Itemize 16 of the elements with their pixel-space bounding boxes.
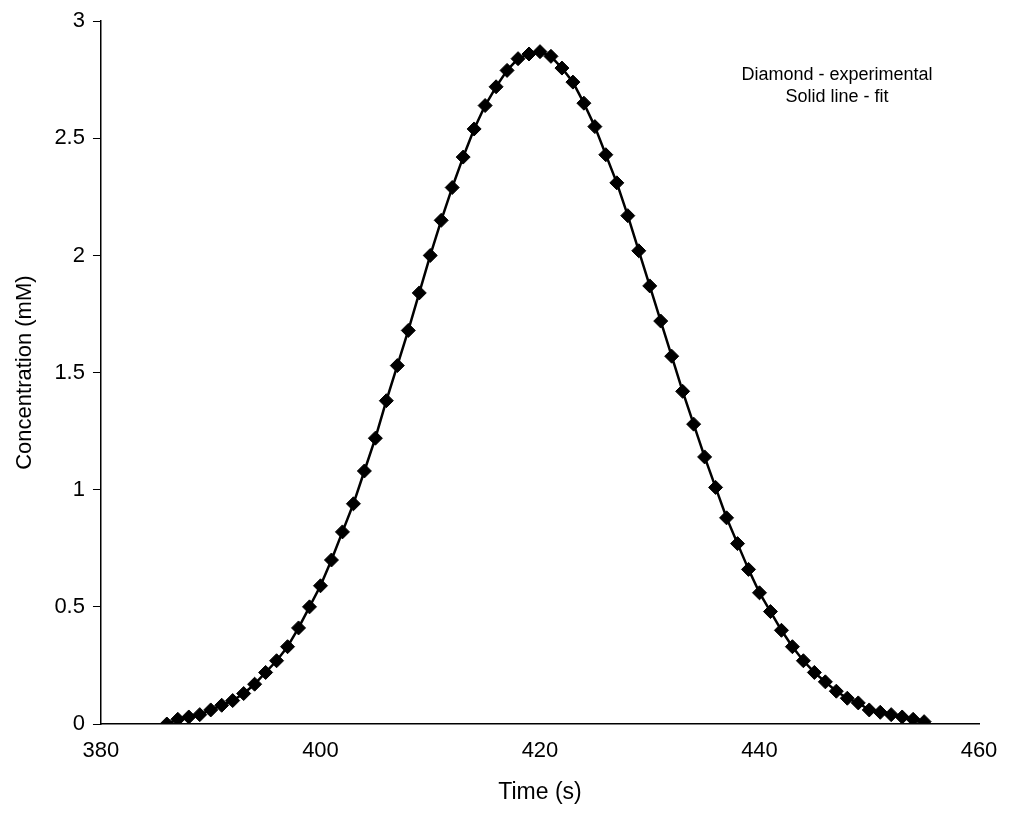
y-tick-label: 1.5 [54, 358, 85, 384]
annotation: Diamond - experimental [741, 64, 933, 85]
x-tick-label: 380 [82, 737, 120, 763]
y-tick-label: 2 [72, 241, 85, 267]
y-tick-label: 2.5 [54, 124, 85, 150]
y-axis-title: Concentration (mM) [11, 275, 37, 470]
x-tick-label: 400 [302, 737, 339, 763]
x-tick-label: 440 [741, 737, 778, 763]
y-tick-label: 0 [72, 710, 85, 736]
y-tick-label: 0.5 [54, 592, 85, 618]
x-tick-label: 420 [521, 737, 559, 763]
x-tick-label: 460 [960, 737, 998, 763]
y-tick-label: 3 [72, 7, 85, 33]
y-tick-label: 1 [72, 475, 85, 501]
annotation: Solid line - fit [785, 86, 889, 107]
x-axis-title: Time (s) [498, 777, 582, 804]
